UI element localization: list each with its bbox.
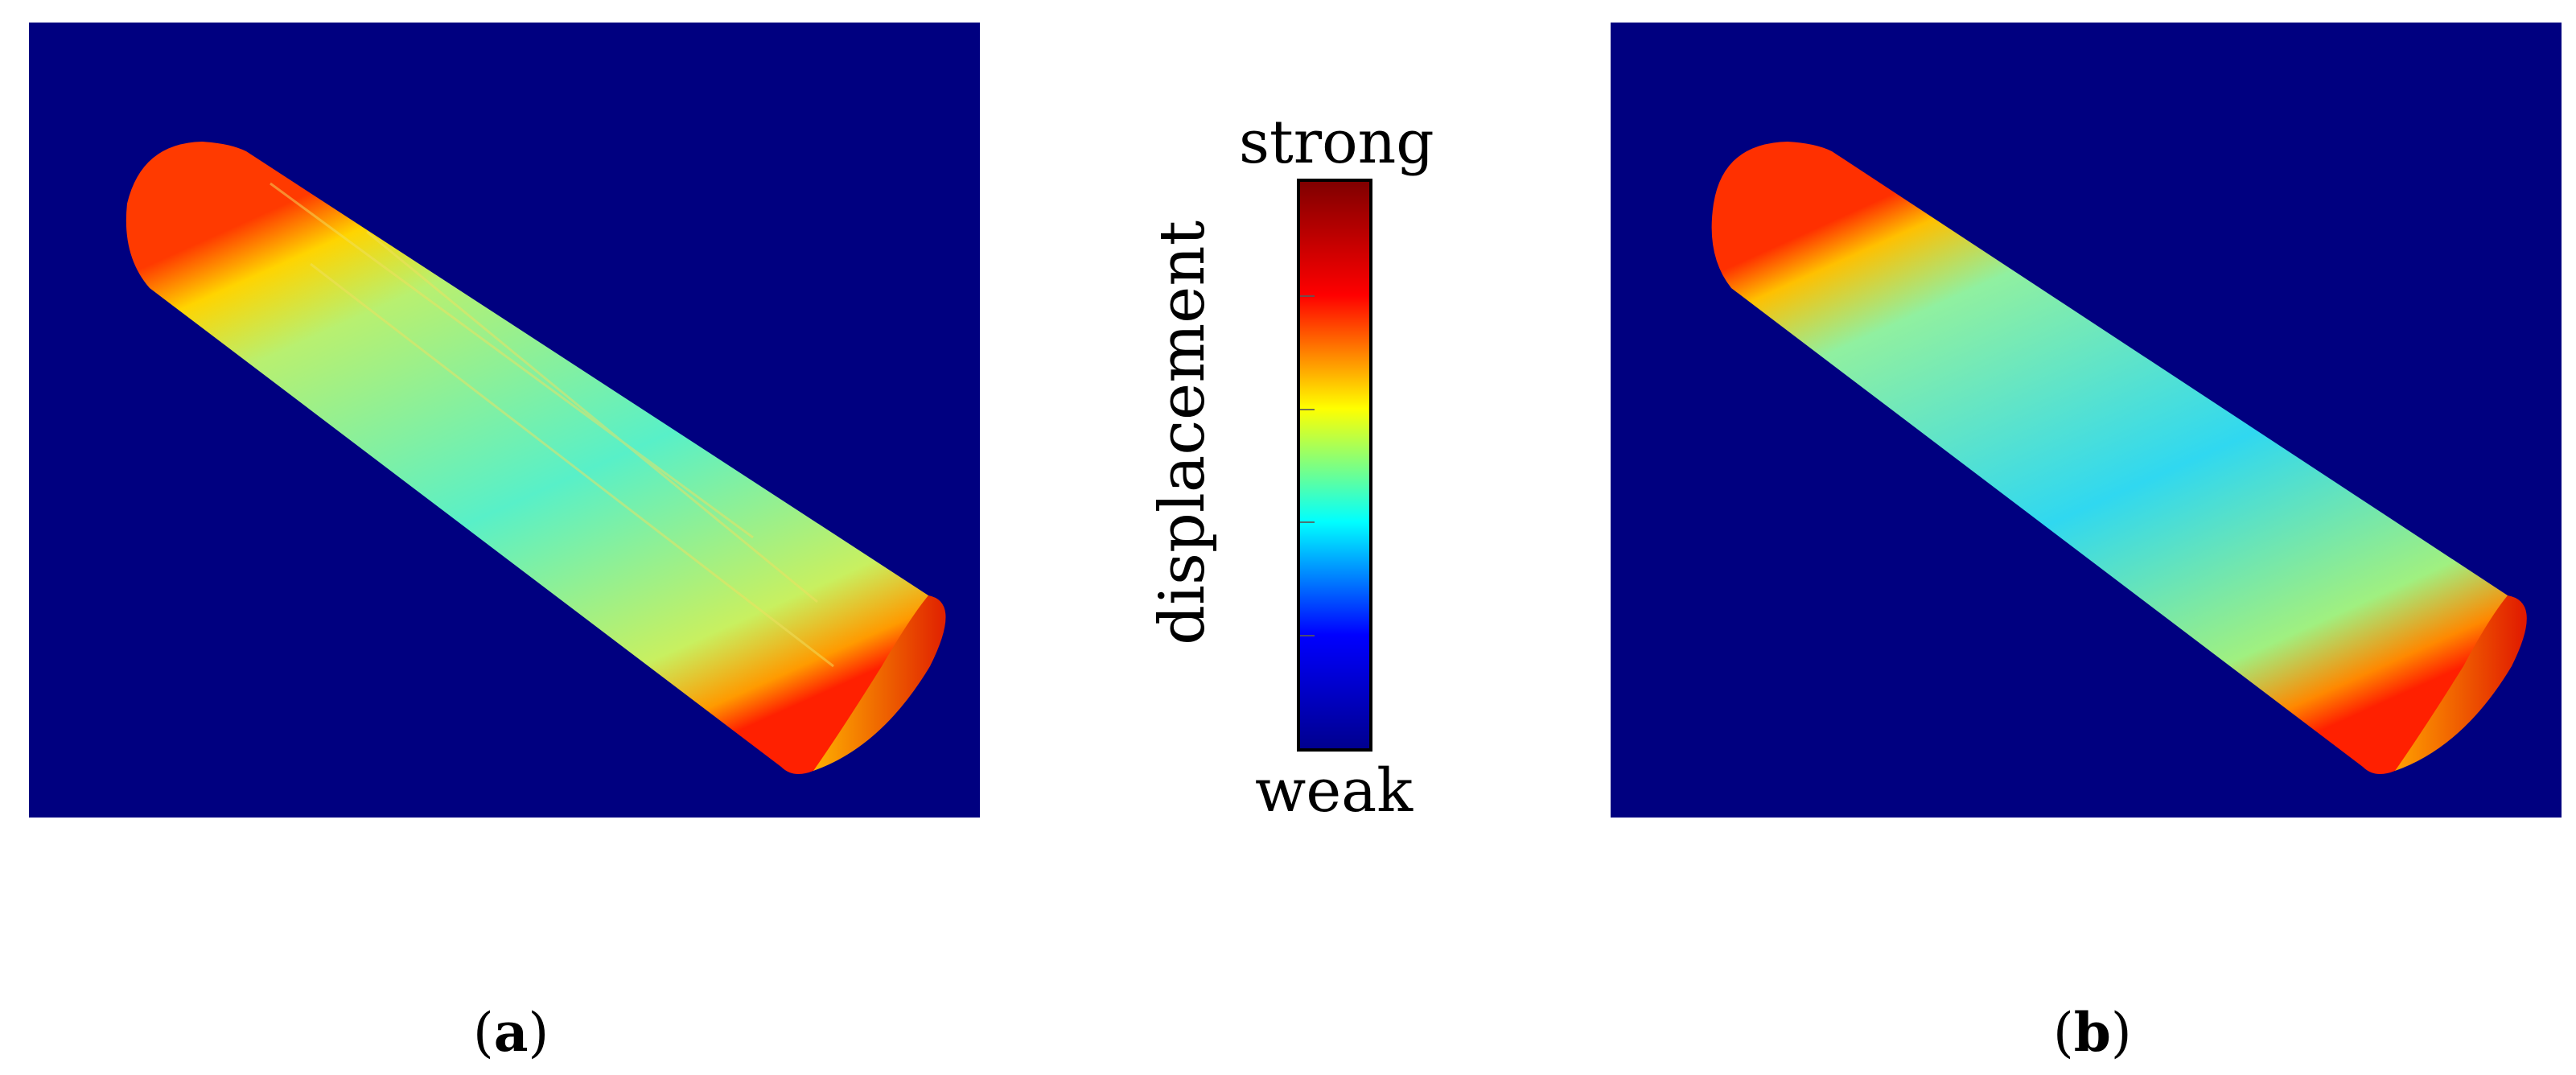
cylinder-image-b bbox=[1611, 23, 2562, 818]
colorbar-tick bbox=[1300, 521, 1315, 524]
caption-a: (a) bbox=[473, 1001, 549, 1064]
colorbar-bottom-label: weak bbox=[1255, 756, 1414, 826]
colorbar-tick bbox=[1300, 408, 1315, 410]
displacement-map-a bbox=[29, 23, 980, 818]
cylinder-image-a bbox=[29, 23, 980, 818]
caption-b: (b) bbox=[2053, 1001, 2132, 1064]
cylinder-body bbox=[126, 142, 941, 774]
cylinder-end-cap bbox=[2395, 595, 2527, 771]
colorbar-tick bbox=[1300, 294, 1315, 297]
colorbar-top-label: strong bbox=[1239, 108, 1434, 177]
cylinder-end-cap bbox=[813, 595, 946, 771]
cylinder-body bbox=[1711, 142, 2521, 774]
displacement-map-b bbox=[1611, 23, 2562, 818]
colorbar-title: displacement bbox=[1146, 220, 1219, 645]
colorbar bbox=[1297, 179, 1372, 752]
colorbar-tick bbox=[1300, 635, 1315, 637]
